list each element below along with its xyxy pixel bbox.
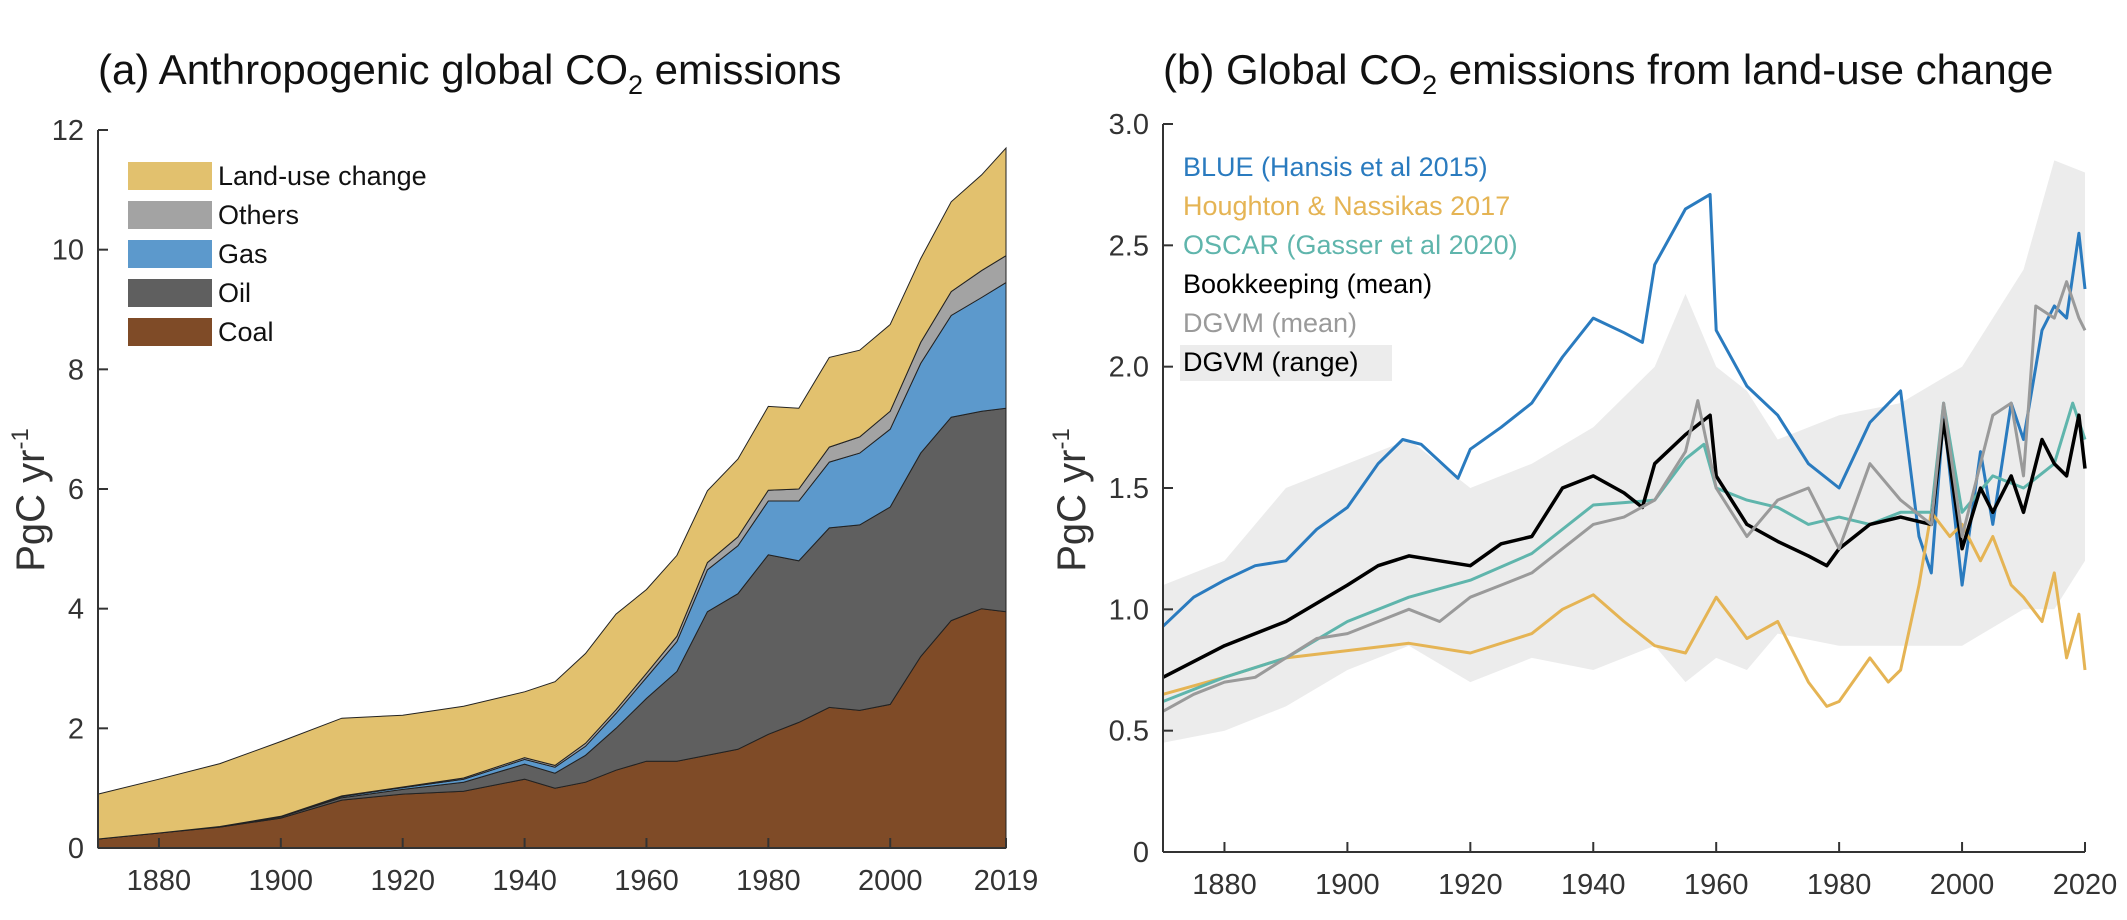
x-tick-label: 1920 (370, 865, 435, 897)
y-tick-label: 6 (68, 474, 84, 506)
legend-label-gas: Gas (218, 239, 268, 269)
x-tick-label: 1980 (736, 865, 801, 897)
x-tick-label: 1920 (1438, 869, 1503, 901)
legend-label-oil: Oil (218, 278, 251, 308)
y-tick-label: 10 (52, 235, 84, 267)
panel-b-axes: 0 0.5 1.0 1.5 2.0 2.5 3.0 1880 1900 1920 1940 1960 1… (1109, 109, 2118, 901)
line-dgvm-mean (1162, 280, 2087, 713)
panel-b-legend: BLUE (Hansis et al 2015) Houghton & Nassi… (1180, 152, 1518, 381)
x-tick-label: 2000 (858, 865, 923, 897)
line-blue-hansis-et-al-2015 (1161, 192, 2087, 628)
legend-label-land-use-change: Land-use change (218, 161, 427, 191)
legend-swatch-dgvm-range (1180, 345, 1392, 381)
x-tick-label: 1960 (614, 865, 679, 897)
line-bookkeeping-mean (1162, 413, 2087, 679)
range-band-dgvm (1163, 160, 2085, 743)
y-tick-label: 0 (68, 833, 84, 865)
y-tick-label: 12 (52, 115, 84, 147)
legend-swatch-others (128, 201, 212, 229)
x-tick-label: 1940 (1561, 869, 1626, 901)
panel-b-range-band (1163, 160, 2085, 743)
legend-label-blue-hansis-et-al-2015: BLUE (Hansis et al 2015) (1183, 152, 1488, 182)
line-oscar-gasser-et-al-2020 (1162, 401, 2087, 703)
y-tick-label: 1.5 (1109, 473, 1149, 505)
legend-label-coal: Coal (218, 317, 274, 347)
panel-b-lines (1161, 192, 2087, 713)
y-tick-label: 4 (68, 594, 84, 626)
legend-label-others: Others (218, 200, 299, 230)
area-land-use-change (97, 146, 1007, 840)
legend-label-bookkeeping-mean: Bookkeeping (mean) (1183, 269, 1432, 299)
y-tick-label: 0.5 (1109, 716, 1149, 748)
x-tick-label: 1880 (127, 865, 192, 897)
panel-b-title: (b) Global CO2 emissions from land-use c… (1163, 46, 2053, 100)
panel-a: (a) Anthropogenic global CO2 emissions 0… (7, 46, 1038, 897)
legend-swatch-gas (128, 240, 212, 268)
legend-swatch-coal (128, 318, 212, 346)
panel-b: (b) Global CO2 emissions from land-use c… (1048, 46, 2117, 901)
legend-swatch-oil (128, 279, 212, 307)
x-tick-label: 1900 (1315, 869, 1380, 901)
x-tick-label: 2019 (974, 865, 1039, 897)
x-tick-label: 1940 (492, 865, 557, 897)
panel-a-ylabel: PgC yr-1 (7, 428, 53, 572)
x-tick-label: 1900 (249, 865, 314, 897)
legend-label-dgvm-mean: DGVM (mean) (1183, 308, 1357, 338)
legend-label-houghton-nassikas-2017: Houghton & Nassikas 2017 (1183, 191, 1510, 221)
x-tick-label: 1880 (1192, 869, 1257, 901)
legend-label-dgvm-range: DGVM (range) (1183, 347, 1359, 377)
panel-b-ylabel: PgC yr-1 (1048, 428, 1094, 572)
x-tick-label: 1980 (1807, 869, 1872, 901)
y-tick-label: 2 (68, 713, 84, 745)
panel-a-axes: 0 2 4 6 8 10 12 1880 1900 1920 1940 1960 1980 2000 201… (52, 115, 1039, 897)
y-tick-label: 3.0 (1109, 109, 1149, 141)
x-tick-label: 2020 (2053, 869, 2118, 901)
legend-label-oscar-gasser-et-al-2020: OSCAR (Gasser et al 2020) (1183, 230, 1518, 260)
x-tick-label: 1960 (1684, 869, 1749, 901)
y-tick-label: 8 (68, 354, 84, 386)
legend-swatch-land-use-change (128, 162, 212, 190)
y-tick-label: 1.0 (1109, 594, 1149, 626)
y-tick-label: 2.0 (1109, 352, 1149, 384)
x-tick-label: 2000 (1930, 869, 1995, 901)
panel-a-title: (a) Anthropogenic global CO2 emissions (98, 46, 841, 100)
panel-a-legend: Land-use change Others Gas Oil Coal (128, 161, 427, 347)
y-tick-label: 0 (1133, 837, 1149, 869)
y-tick-label: 2.5 (1109, 230, 1149, 262)
line-houghton-nassikas-2017 (1162, 510, 2087, 708)
